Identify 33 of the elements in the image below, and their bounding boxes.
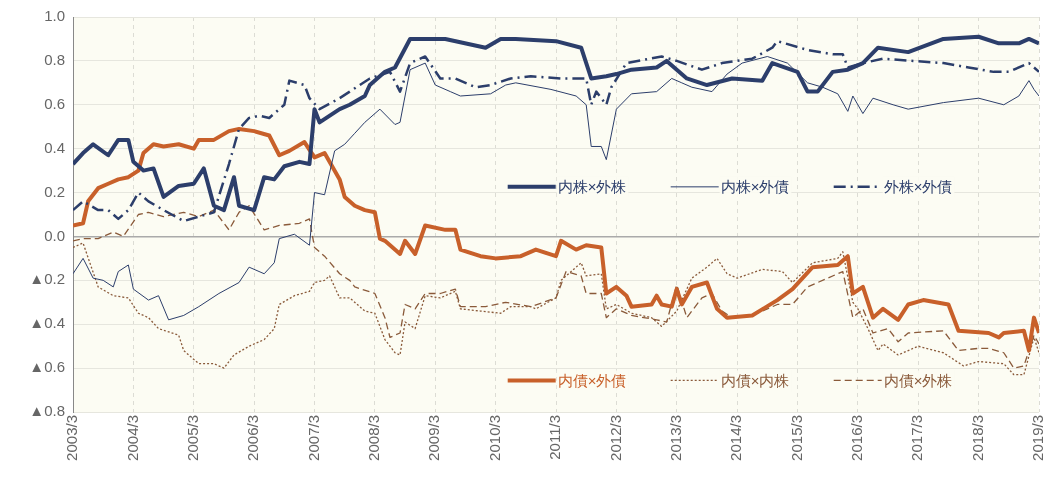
x-tick-label: 2011/3 [546, 415, 564, 460]
x-tick-label: 2012/3 [606, 415, 624, 461]
x-tick-label: 2015/3 [787, 415, 805, 461]
x-tick-label: 2004/3 [123, 415, 141, 461]
legend-label: 内債×外債 [557, 371, 627, 389]
x-tick-label: 2010/3 [485, 415, 503, 461]
legend-label: 内株×外株 [557, 177, 627, 195]
x-tick-label: 2018/3 [968, 415, 986, 461]
x-tick-label: 2016/3 [848, 415, 866, 461]
legend-label: 外株×外債 [883, 177, 953, 195]
x-tick-label: 2013/3 [666, 415, 684, 461]
x-tick-label: 2017/3 [908, 415, 926, 461]
y-tick-label: ▲0.8 [29, 402, 65, 420]
x-tick-label: 2008/3 [365, 415, 383, 461]
x-tick-label: 2009/3 [425, 415, 443, 461]
x-tick-label: 2019/3 [1029, 415, 1047, 461]
y-tick-label: ▲0.2 [29, 270, 65, 288]
y-tick-label: 0.8 [44, 51, 65, 69]
x-tick-label: 2014/3 [727, 415, 745, 461]
y-tick-label: 0.0 [44, 226, 65, 244]
x-tick-label: 2006/3 [244, 415, 262, 461]
y-tick-label: 0.4 [44, 138, 65, 156]
legend-label: 内債×外株 [883, 371, 953, 389]
x-tick-label: 2003/3 [63, 415, 81, 461]
y-tick-label: 0.2 [44, 182, 65, 200]
x-tick-label: 2007/3 [304, 415, 322, 461]
legend-label: 内株×外債 [720, 177, 790, 195]
y-tick-label: 0.6 [44, 94, 65, 112]
legend-label: 内債×内株 [720, 371, 790, 389]
y-tick-label: ▲0.6 [29, 358, 65, 376]
x-tick-label: 2005/3 [183, 415, 201, 461]
y-tick-label: ▲0.4 [29, 314, 65, 332]
y-tick-label: 1.0 [44, 7, 65, 25]
